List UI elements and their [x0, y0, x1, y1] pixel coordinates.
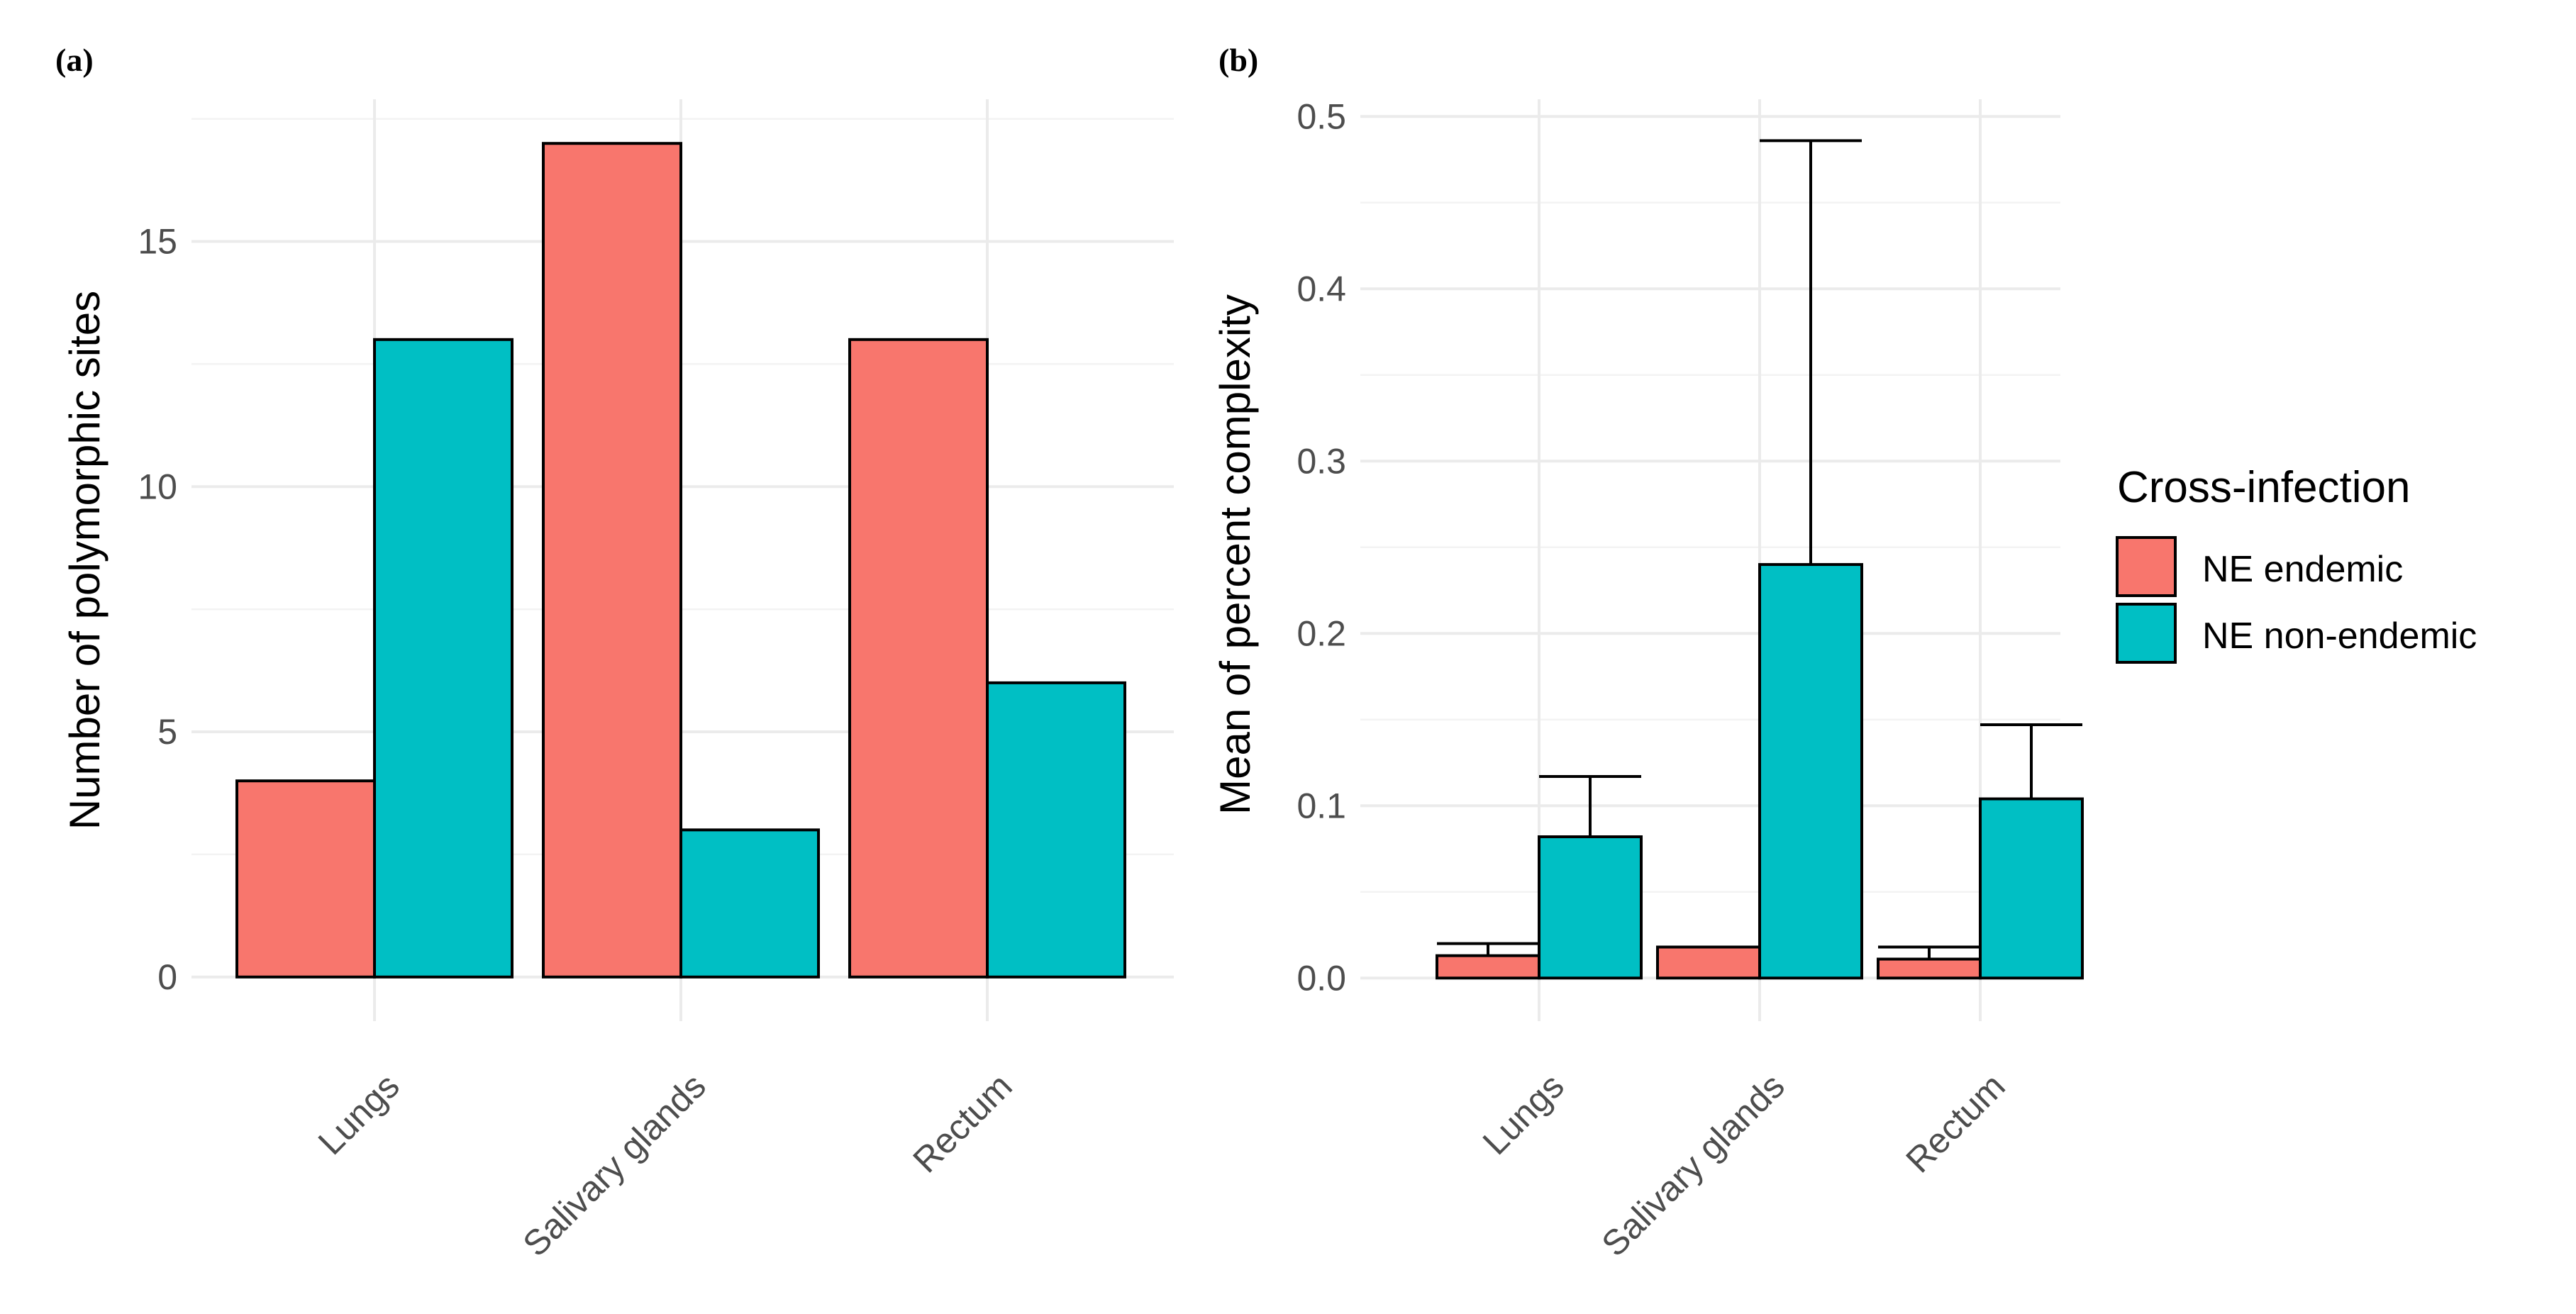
bar-salivary-glands-ne-non-endemic	[679, 828, 820, 979]
panel-b-y-tick-labels: 0.0 0.1 0.2 0.3 0.4 0.5	[1297, 96, 1346, 998]
bar-rectum-ne-endemic	[1877, 957, 1982, 980]
bar-salivary-glands-ne-endemic	[542, 142, 682, 979]
y-tick-label: 0.3	[1297, 441, 1346, 481]
y-tick-label: 0.2	[1297, 613, 1346, 653]
y-tick-label: 10	[138, 467, 177, 506]
error-bar-lungs-ne-non-endemic	[1539, 774, 1641, 837]
legend-key-ne-non-endemic	[2116, 603, 2177, 664]
panel-a-bars	[235, 142, 1126, 979]
error-bar-lungs-ne-endemic	[1437, 942, 1539, 956]
bar-rectum-ne-non-endemic	[986, 681, 1126, 979]
bar-rectum-ne-non-endemic	[1979, 797, 2084, 980]
bar-salivary-glands-ne-endemic	[1656, 945, 1761, 980]
bar-rectum-ne-endemic	[848, 338, 989, 979]
error-bar-rectum-ne-non-endemic	[1980, 723, 2082, 799]
error-bar-rectum-ne-endemic	[1878, 945, 1980, 959]
legend-title: Cross-infection	[2117, 463, 2410, 512]
y-tick-label: 0.1	[1297, 786, 1346, 825]
panel-a-y-tick-labels: 0 5 10 15	[138, 222, 177, 997]
bar-lungs-ne-endemic	[1436, 954, 1540, 980]
panel-b-y-axis-title: Mean of percent complexity	[1211, 294, 1259, 815]
y-tick-label: 5	[157, 712, 177, 752]
bar-lungs-ne-non-endemic	[373, 338, 513, 979]
panel-a-y-axis-title: Number of polymorphic sites	[61, 291, 109, 830]
panel-b-label: (b)	[1218, 42, 1258, 78]
legend-label-ne-endemic: NE endemic	[2202, 549, 2403, 590]
y-tick-label: 0.0	[1297, 958, 1346, 998]
bar-lungs-ne-endemic	[235, 779, 376, 979]
y-tick-label: 15	[138, 222, 177, 262]
y-tick-label: 0.5	[1297, 96, 1346, 136]
legend-key-ne-endemic	[2116, 536, 2177, 597]
bar-salivary-glands-ne-non-endemic	[1758, 563, 1863, 980]
y-tick-label: 0.4	[1297, 269, 1346, 308]
bar-lungs-ne-non-endemic	[1538, 835, 1643, 980]
panel-b-bars	[1436, 563, 2084, 980]
y-tick-label: 0	[157, 957, 177, 997]
error-bar-salivary-glands-ne-non-endemic	[1760, 139, 1862, 565]
legend-label-ne-non-endemic: NE non-endemic	[2202, 616, 2477, 657]
panel-b-error-bars	[1437, 139, 2082, 959]
panel-a-label: (a)	[55, 42, 94, 78]
legend: Cross-infection NE endemic NE non-endemi…	[2116, 463, 2477, 664]
